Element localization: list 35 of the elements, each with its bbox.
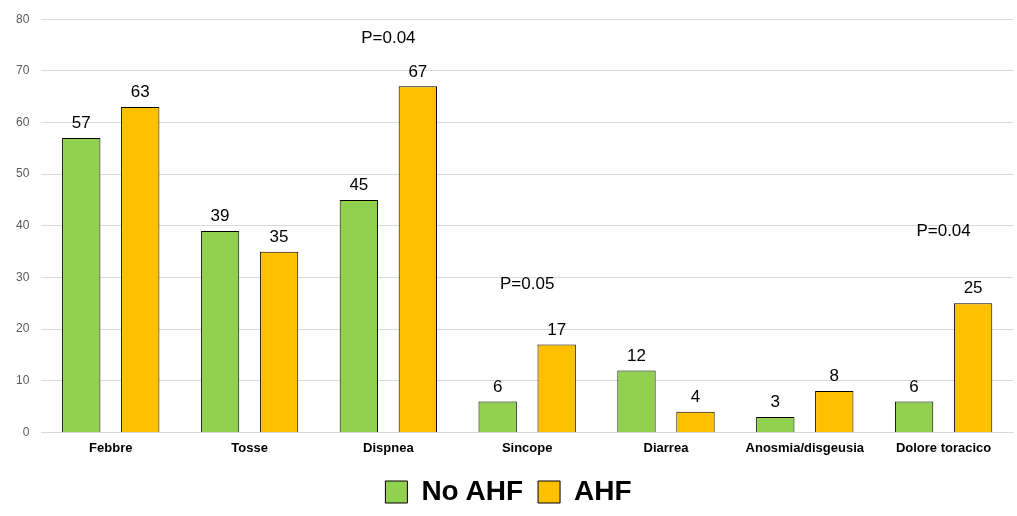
y-tick-label: 80 <box>15 11 30 26</box>
y-tick-label: 0 <box>22 424 30 439</box>
data-label: 67 <box>408 61 428 81</box>
x-tick-label: Diarrea <box>643 439 690 455</box>
data-label: 35 <box>269 226 289 246</box>
data-label: 45 <box>349 175 369 195</box>
x-tick-label: Dispnea <box>363 439 415 455</box>
y-tick-label: 60 <box>15 114 30 129</box>
y-tick-label: 10 <box>15 373 30 388</box>
legend-label: AHF <box>574 474 632 506</box>
x-tick-label: Anosmia/disgeusia <box>745 439 865 455</box>
annotation: P=0.05 <box>499 274 555 294</box>
y-tick-label: 30 <box>15 269 30 284</box>
x-tick-label: Febbre <box>89 439 133 455</box>
data-label: 6 <box>909 376 919 396</box>
y-tick-label: 70 <box>15 63 30 78</box>
data-label: 8 <box>829 366 840 386</box>
data-label: 25 <box>963 278 983 298</box>
x-tick-label: Tosse <box>231 439 268 455</box>
data-label: 39 <box>210 206 230 226</box>
x-tick-label: Dolore toracico <box>895 439 992 455</box>
y-tick-label: 50 <box>15 166 30 181</box>
data-label: 4 <box>690 386 701 406</box>
y-tick-label: 20 <box>15 321 30 336</box>
x-tick-label: Sincope <box>501 439 553 455</box>
annotation: P=0.04 <box>916 220 971 240</box>
y-tick-label: 40 <box>15 218 30 233</box>
annotation: P=0.04 <box>361 28 416 48</box>
data-label: 17 <box>547 319 567 339</box>
data-label: 6 <box>492 376 503 396</box>
data-label: 63 <box>130 82 150 102</box>
data-label: 57 <box>71 113 91 133</box>
data-label: 12 <box>627 345 646 365</box>
legend-label: No AHF <box>421 474 524 506</box>
data-label: 3 <box>770 392 781 412</box>
